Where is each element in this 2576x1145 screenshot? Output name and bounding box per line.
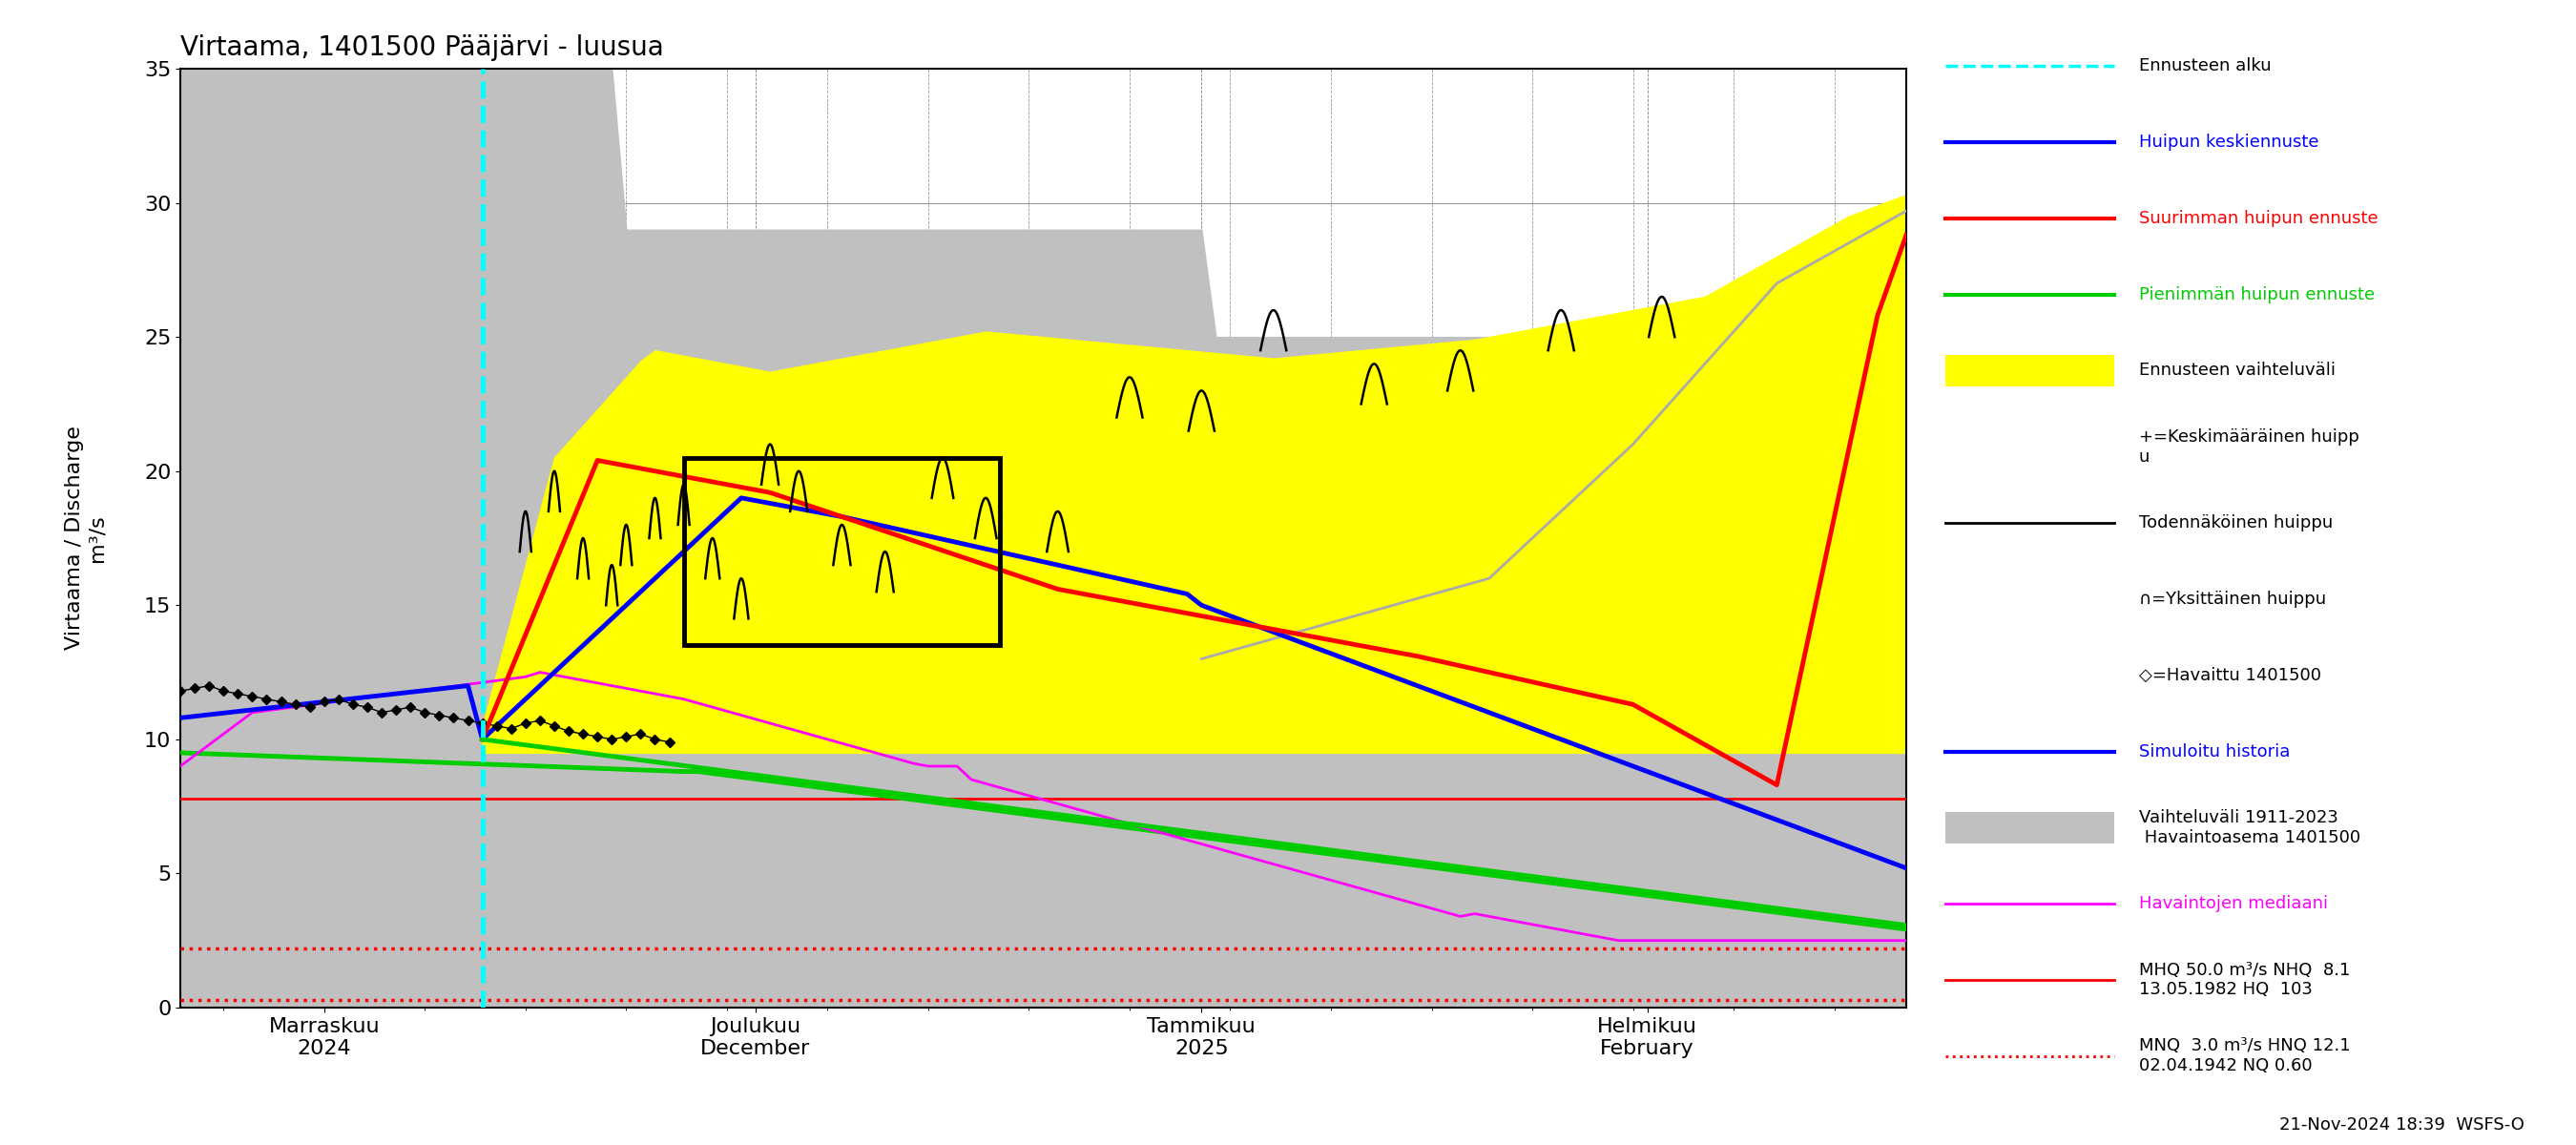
Text: +=Keskimääräinen huipp
u: +=Keskimääräinen huipp u [2138,428,2360,465]
Text: Havaintojen mediaani: Havaintojen mediaani [2138,895,2329,913]
Text: Vaihteluväli 1911-2023
 Havaintoasema 1401500: Vaihteluväli 1911-2023 Havaintoasema 140… [2138,810,2360,846]
Text: Virtaama / Discharge
m³/s: Virtaama / Discharge m³/s [64,426,106,650]
Text: Suurimman huipun ennuste: Suurimman huipun ennuste [2138,210,2378,227]
Text: 21-Nov-2024 18:39  WSFS-O: 21-Nov-2024 18:39 WSFS-O [2280,1116,2524,1134]
Text: MHQ 50.0 m³/s NHQ  8.1
13.05.1982 HQ  103: MHQ 50.0 m³/s NHQ 8.1 13.05.1982 HQ 103 [2138,962,2349,998]
Text: Pienimmän huipun ennuste: Pienimmän huipun ennuste [2138,286,2375,303]
Bar [683,458,999,646]
Text: Virtaama, 1401500 Pääjärvi - luusua: Virtaama, 1401500 Pääjärvi - luusua [180,34,665,61]
Text: Huipun keskiennuste: Huipun keskiennuste [2138,134,2318,151]
Text: Ennusteen vaihteluväli: Ennusteen vaihteluväli [2138,362,2334,379]
Text: ◇=Havaittu 1401500: ◇=Havaittu 1401500 [2138,666,2321,684]
Text: Todennäköinen huippu: Todennäköinen huippu [2138,514,2331,531]
FancyBboxPatch shape [1945,355,2115,386]
Text: MNQ  3.0 m³/s HNQ 12.1
02.04.1942 NQ 0.60: MNQ 3.0 m³/s HNQ 12.1 02.04.1942 NQ 0.60 [2138,1037,2349,1075]
Text: ∩=Yksittäinen huippu: ∩=Yksittäinen huippu [2138,591,2326,608]
Text: Ennusteen alku: Ennusteen alku [2138,57,2272,74]
Text: Simuloitu historia: Simuloitu historia [2138,743,2290,760]
FancyBboxPatch shape [1945,812,2115,844]
